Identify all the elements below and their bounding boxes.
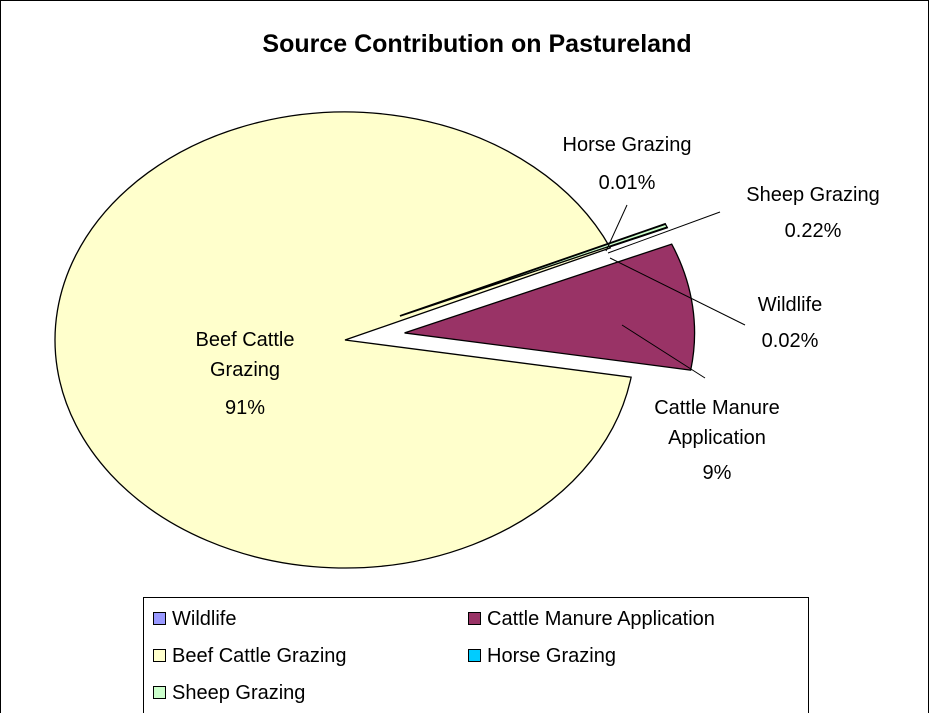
data-label-value: 91% <box>224 397 266 419</box>
pie-slice <box>399 223 668 317</box>
data-label-value: 9% <box>702 462 732 484</box>
legend-marker <box>468 649 481 662</box>
data-label-name: Beef Cattle Grazing <box>195 329 295 381</box>
data-label-name: Sheep Grazing <box>746 184 880 206</box>
data-label-value: 0.22% <box>784 220 842 242</box>
legend-label: Horse Grazing <box>487 645 616 667</box>
data-label-value: 0.01% <box>598 172 656 194</box>
legend-label: Wildlife <box>172 608 237 630</box>
leader-line <box>621 324 706 379</box>
pie-slice <box>54 111 632 569</box>
data-label-name: Cattle Manure Application <box>654 397 780 449</box>
legend-label: Cattle Manure Application <box>487 608 715 630</box>
legend-marker <box>153 612 166 625</box>
legend-marker <box>468 612 481 625</box>
leader-line <box>607 211 721 254</box>
legend-label: Beef Cattle Grazing <box>172 645 347 667</box>
data-label-name: Wildlife <box>757 294 823 316</box>
chart-title: Source Contribution on Pastureland <box>262 30 691 58</box>
legend-marker <box>153 686 166 699</box>
leader-line <box>609 257 746 326</box>
legend-marker <box>153 649 166 662</box>
data-label-value: 0.02% <box>761 330 819 352</box>
data-label-name: Horse Grazing <box>562 134 692 156</box>
pie-slice <box>404 243 696 371</box>
legend-label: Sheep Grazing <box>172 682 306 704</box>
leader-line <box>605 204 628 252</box>
